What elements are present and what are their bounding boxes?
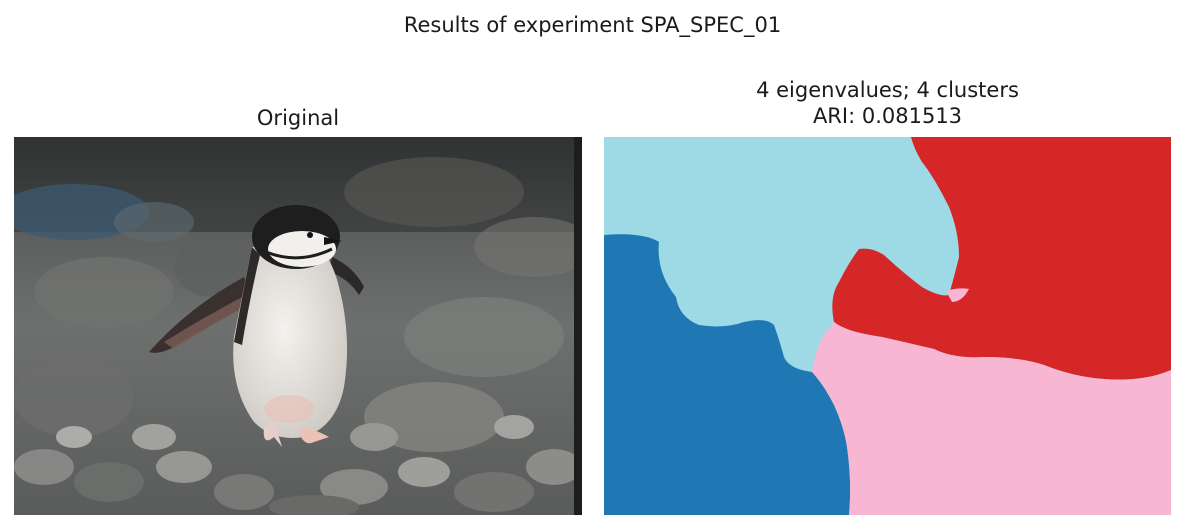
- cluster-region-pink: [812, 322, 1171, 515]
- segmentation-map: [604, 137, 1171, 515]
- cluster-region-dark-blue: [604, 234, 851, 515]
- segmentation-panel-title: 4 eigenvalues; 4 clusters ARI: 0.081513: [604, 77, 1171, 129]
- original-panel-title: Original: [14, 105, 582, 131]
- original-title-text: Original: [256, 106, 340, 130]
- segmentation-title-line1: 4 eigenvalues; 4 clusters: [756, 78, 1019, 102]
- original-image: [14, 137, 582, 515]
- segmentation-image: [604, 137, 1171, 515]
- figure-suptitle: Results of experiment SPA_SPEC_01: [403, 13, 782, 37]
- segmentation-title-line2: ARI: 0.081513: [812, 104, 963, 128]
- cluster-region-red: [832, 137, 1171, 380]
- penguin-photo: [14, 137, 582, 515]
- penguin-figure: [149, 205, 364, 447]
